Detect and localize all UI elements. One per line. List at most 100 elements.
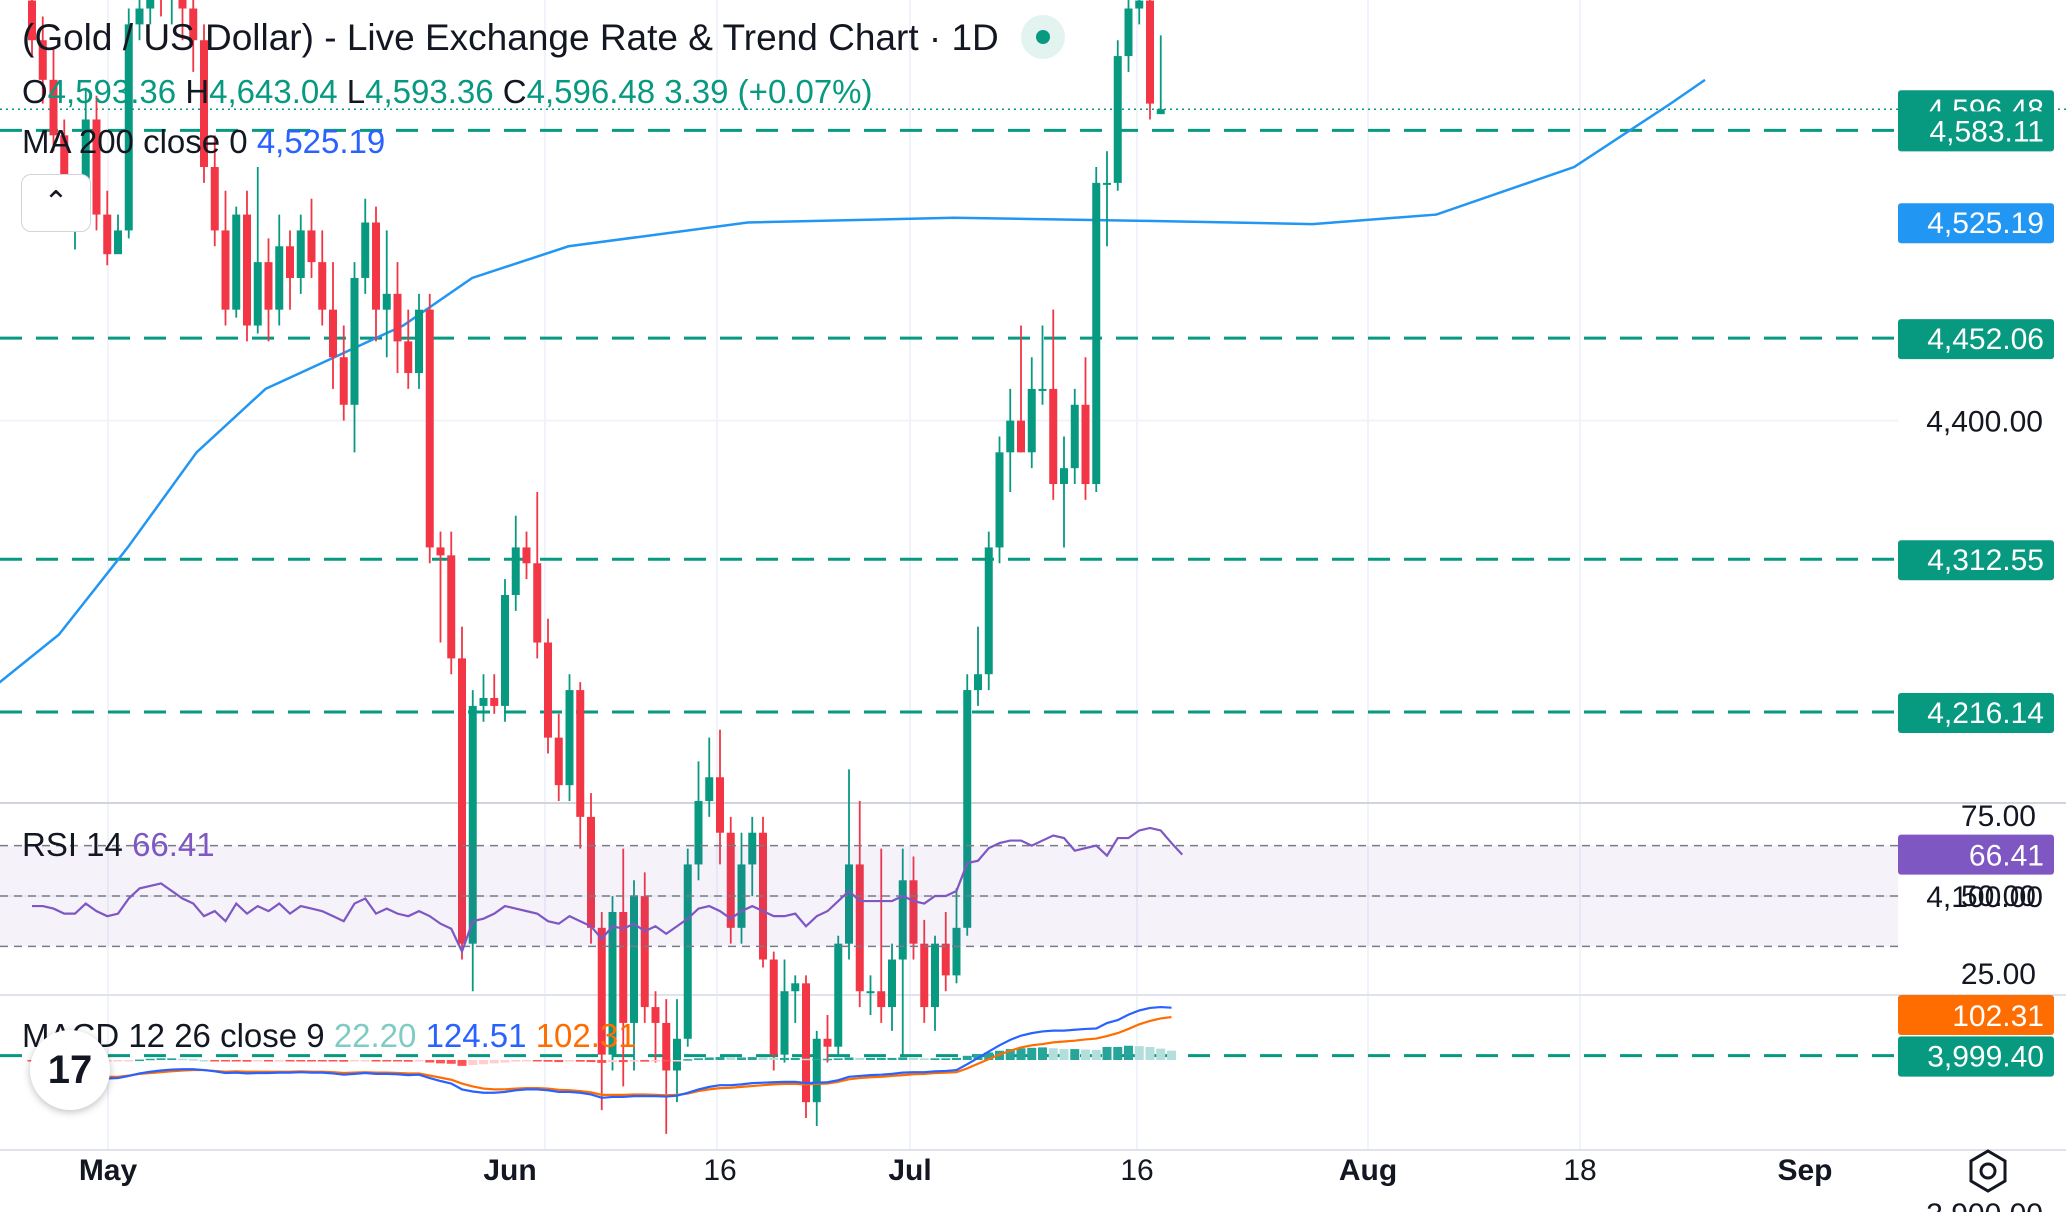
candle-body[interactable]: [855, 864, 864, 992]
candle-body[interactable]: [651, 1007, 660, 1023]
candle-body[interactable]: [716, 777, 724, 833]
candle-body[interactable]: [178, 0, 187, 9]
candle-body[interactable]: [1038, 388, 1047, 391]
candle-body[interactable]: [597, 927, 606, 1055]
candle-body[interactable]: [920, 943, 929, 1008]
candle-body[interactable]: [329, 309, 337, 358]
candle-body[interactable]: [253, 262, 262, 326]
candle-body[interactable]: [490, 698, 499, 706]
price-axis[interactable]: 4,800.004,400.004,100.003,900.004,778.75…: [1898, 0, 2054, 1212]
candle-body[interactable]: [1146, 0, 1154, 104]
candle-body[interactable]: [866, 991, 875, 994]
candle-body[interactable]: [941, 943, 950, 976]
candle-body[interactable]: [995, 452, 1004, 548]
candle-body[interactable]: [350, 277, 359, 405]
candle-body[interactable]: [372, 222, 380, 310]
collapse-legend-button[interactable]: ⌃: [21, 174, 91, 232]
candle-body[interactable]: [640, 896, 649, 1008]
candle-body[interactable]: [845, 864, 853, 944]
candle-body[interactable]: [587, 816, 595, 928]
candle-body[interactable]: [963, 690, 972, 928]
candle-body[interactable]: [705, 777, 714, 802]
candle-body[interactable]: [221, 230, 230, 310]
candle-body[interactable]: [1070, 404, 1079, 469]
candle-body[interactable]: [468, 705, 477, 944]
candle-body[interactable]: [909, 880, 918, 944]
candle-body[interactable]: [737, 864, 746, 928]
candle-body[interactable]: [769, 959, 778, 1055]
candle-body[interactable]: [339, 357, 348, 405]
candle-body[interactable]: [1017, 420, 1025, 453]
candle-body[interactable]: [1049, 388, 1058, 485]
candle-body[interactable]: [974, 674, 982, 691]
candle-body[interactable]: [877, 991, 886, 1008]
ma-legend[interactable]: MA 200 close 0 4,525.19: [22, 123, 385, 161]
candle-body[interactable]: [608, 911, 617, 1055]
candle-body[interactable]: [28, 0, 36, 41]
candle-body[interactable]: [124, 24, 133, 231]
candle-body[interactable]: [888, 959, 896, 1008]
candle-body[interactable]: [103, 214, 112, 255]
candle-body[interactable]: [673, 1038, 681, 1071]
macd-legend[interactable]: MACD 12 26 close 9 22.20 124.51 102.31: [22, 1017, 637, 1055]
candle-body[interactable]: [726, 832, 735, 928]
candle-body[interactable]: [984, 547, 993, 675]
candle-body[interactable]: [780, 991, 789, 1055]
candle-body[interactable]: [232, 214, 241, 310]
candle-body[interactable]: [382, 293, 391, 310]
candle-body[interactable]: [135, 8, 144, 25]
candle-body[interactable]: [49, 79, 58, 136]
candle-body[interactable]: [200, 40, 208, 168]
candle-body[interactable]: [275, 246, 284, 310]
candle-body[interactable]: [415, 309, 423, 374]
candle-body[interactable]: [447, 555, 456, 659]
candle-body[interactable]: [243, 214, 251, 326]
candlesticks[interactable]: [28, 0, 1165, 1134]
candle-body[interactable]: [1027, 388, 1036, 453]
candle-body[interactable]: [1124, 8, 1133, 57]
candle-body[interactable]: [1081, 404, 1090, 485]
candle-body[interactable]: [393, 293, 402, 342]
candle-body[interactable]: [1092, 182, 1101, 485]
candle-body[interactable]: [694, 801, 703, 865]
candle-body[interactable]: [544, 642, 552, 738]
candle-body[interactable]: [1135, 0, 1144, 9]
candle-body[interactable]: [533, 563, 542, 643]
candle-body[interactable]: [619, 911, 628, 1023]
candle-body[interactable]: [554, 737, 563, 786]
candle-body[interactable]: [210, 167, 219, 231]
candle-body[interactable]: [1103, 182, 1111, 185]
candle-body[interactable]: [458, 658, 466, 944]
candle-body[interactable]: [92, 119, 101, 215]
rsi-legend[interactable]: RSI 14 66.41: [22, 826, 215, 864]
candle-body[interactable]: [189, 8, 198, 41]
candle-body[interactable]: [952, 927, 961, 976]
candle-body[interactable]: [436, 547, 445, 556]
candle-body[interactable]: [307, 230, 316, 263]
candle-body[interactable]: [146, 0, 155, 9]
candle-body[interactable]: [662, 1022, 671, 1071]
candle-body[interactable]: [630, 896, 638, 1023]
candle-body[interactable]: [1006, 420, 1015, 453]
candle-body[interactable]: [898, 880, 907, 960]
candle-body[interactable]: [425, 309, 434, 548]
candle-body[interactable]: [114, 230, 122, 255]
candle-body[interactable]: [511, 547, 520, 595]
candle-body[interactable]: [264, 262, 273, 310]
candle-body[interactable]: [296, 230, 305, 278]
candle-body[interactable]: [501, 594, 509, 706]
candle-body[interactable]: [81, 119, 90, 191]
settings-icon[interactable]: [1965, 1148, 2011, 1194]
candle-body[interactable]: [361, 222, 370, 278]
candle-body[interactable]: [318, 262, 327, 310]
candle-body[interactable]: [1113, 56, 1122, 183]
candle-body[interactable]: [823, 1038, 832, 1047]
candle-body[interactable]: [522, 547, 531, 564]
time-axis[interactable]: May Jun 16 Jul 16 Aug 18 Sep: [0, 1149, 2066, 1187]
candle-body[interactable]: [576, 690, 585, 817]
candle-body[interactable]: [38, 40, 47, 80]
candle-body[interactable]: [1156, 109, 1165, 115]
candle-body[interactable]: [812, 1038, 821, 1103]
candle-body[interactable]: [802, 983, 810, 1103]
